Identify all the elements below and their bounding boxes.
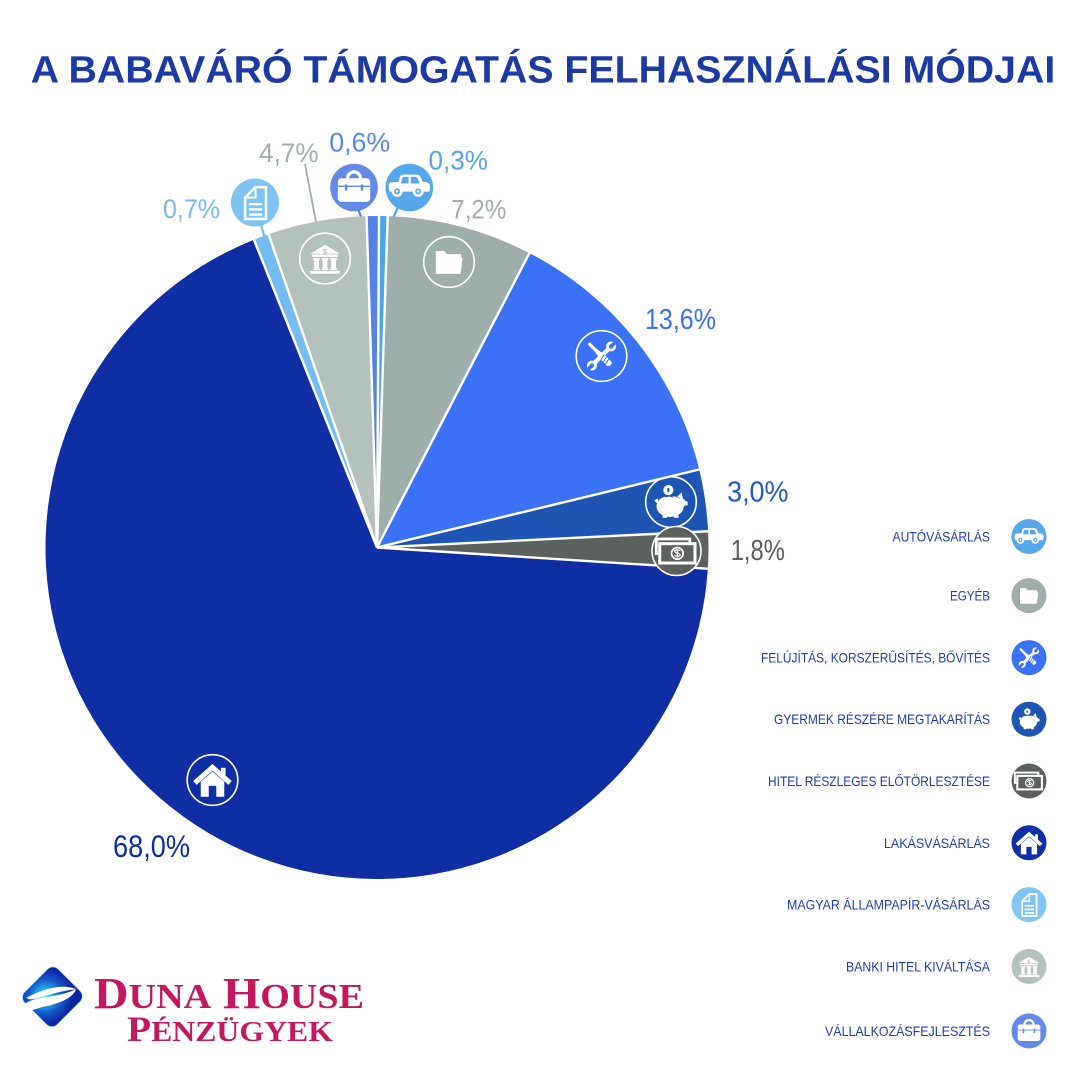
svg-text:HITEL RÉSZLEGES ELŐTÖRLESZTÉSE: HITEL RÉSZLEGES ELŐTÖRLESZTÉSE <box>768 774 990 789</box>
svg-text:PÉNZÜGYEK: PÉNZÜGYEK <box>127 1009 333 1049</box>
svg-text:A BABAVÁRÓ TÁMOGATÁS FELHASZNÁ: A BABAVÁRÓ TÁMOGATÁS FELHASZNÁLÁSI MÓDJA… <box>31 48 1056 92</box>
svg-text:1,8%: 1,8% <box>731 535 785 567</box>
svg-text:3,0%: 3,0% <box>727 477 788 509</box>
svg-text:0,6%: 0,6% <box>329 128 390 158</box>
svg-text:68,0%: 68,0% <box>113 828 190 864</box>
svg-text:13,6%: 13,6% <box>645 304 716 336</box>
svg-text:4,7%: 4,7% <box>259 138 319 168</box>
svg-text:GYERMEK RÉSZÉRE MEGTAKARÍTÁS: GYERMEK RÉSZÉRE MEGTAKARÍTÁS <box>774 712 990 727</box>
svg-text:AUTÓVÁSÁRLÁS: AUTÓVÁSÁRLÁS <box>893 530 991 545</box>
svg-text:0,7%: 0,7% <box>163 194 220 224</box>
svg-text:LAKÁSVÁSÁRLÁS: LAKÁSVÁSÁRLÁS <box>884 836 990 851</box>
svg-text:7,2%: 7,2% <box>451 195 506 225</box>
svg-text:EGYÉB: EGYÉB <box>950 589 990 604</box>
svg-text:BANKI HITEL KIVÁLTÁSA: BANKI HITEL KIVÁLTÁSA <box>846 959 991 974</box>
svg-text:DUNA HOUSE: DUNA HOUSE <box>94 969 364 1018</box>
svg-text:FELÚJÍTÁS, KORSZERŰSÍTÉS, BŐVÍ: FELÚJÍTÁS, KORSZERŰSÍTÉS, BŐVÍTÉS <box>761 651 990 666</box>
svg-text:MAGYAR ÁLLAMPAPÍR-VÁSÁRLÁS: MAGYAR ÁLLAMPAPÍR-VÁSÁRLÁS <box>787 898 990 913</box>
svg-text:0,3%: 0,3% <box>428 146 488 176</box>
svg-text:VÁLLALKOZÁSFEJLESZTÉS: VÁLLALKOZÁSFEJLESZTÉS <box>825 1024 990 1039</box>
